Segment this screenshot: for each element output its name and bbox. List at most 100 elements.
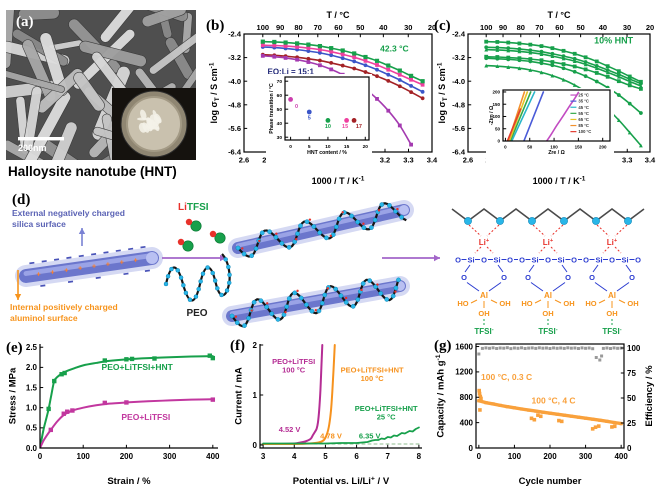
svg-text:Si: Si [557,256,564,265]
svg-text:1.0: 1.0 [26,403,38,412]
panel-d-label: (d) [12,192,31,208]
svg-text:PEO+LiTFSI: PEO+LiTFSI [121,412,170,422]
panel-a-caption: Halloysite nanotube (HNT) [8,164,177,179]
svg-text:1200: 1200 [455,368,473,377]
svg-text:Current / mA: Current / mA [234,367,245,425]
svg-text:10: 10 [325,144,331,150]
svg-text:+: + [134,258,138,265]
svg-text:O: O [525,273,531,282]
svg-text:100 °C, 0.3 C: 100 °C, 0.3 C [481,372,532,382]
svg-text:20: 20 [363,144,369,150]
svg-text:6.35 V: 6.35 V [359,432,381,441]
svg-text:OH: OH [563,299,574,308]
svg-text:1000 / T / K-1: 1000 / T / K-1 [312,176,365,186]
svg-text:70: 70 [535,23,543,32]
svg-text:1: 1 [253,391,258,400]
svg-text:100: 100 [492,114,500,119]
svg-text:0.0: 0.0 [26,444,38,453]
svg-text:200: 200 [543,452,557,461]
svg-text:-5.6: -5.6 [452,124,465,133]
svg-text:Li+: Li+ [543,238,554,247]
svg-text:5: 5 [308,116,311,122]
chart-svg-e: 0 100 200 300 400 0.0 0.5 1.0 1.5 2.0 2.5 Strain / … [8,343,221,487]
svg-text:1600: 1600 [455,342,473,351]
schematic: + + + + + + + + External negatively charged silic… [0,188,658,338]
svg-text:O: O [461,273,467,282]
svg-text:0.5: 0.5 [26,424,38,433]
svg-text:150: 150 [492,102,500,107]
svg-text:4.52 V: 4.52 V [279,425,301,434]
chart-g: 0 100 200 300 400 0 400 800 1200 1600 0 25 50 75 100 Ef… [432,336,658,491]
svg-text:Li+: Li+ [479,238,490,247]
series-55 °C [509,91,532,141]
svg-text:O: O [481,256,487,265]
svg-text:log σT / S cm-1: log σT / S cm-1 [209,62,221,123]
series-capacity outliers [529,413,617,431]
svg-text:T / °C: T / °C [547,10,571,20]
panel-b-label: (b) [206,18,225,34]
series-PEO+LiTFSI+HNT 25 °C [262,426,420,445]
svg-text:1000 / T / K-1: 1000 / T / K-1 [533,176,586,186]
svg-text:O: O [635,256,641,265]
svg-text:O: O [565,273,571,282]
svg-text:15: 15 [342,124,348,130]
svg-text:0: 0 [477,452,482,461]
svg-text:-4.0: -4.0 [228,77,241,86]
svg-text:EO:Li = 15:1: EO:Li = 15:1 [268,68,315,77]
svg-text:10: 10 [325,124,331,130]
svg-text:3.4: 3.4 [645,156,656,165]
series-25 °C [545,91,580,141]
svg-text:-4.8: -4.8 [452,100,465,109]
series-HNT 10% [260,39,425,84]
svg-text:8: 8 [417,452,422,461]
schematic-svg: + + + + + + + + External negatively chargedsilic… [10,200,645,336]
svg-text:-2.4: -2.4 [452,30,466,39]
svg-text:+: + [92,264,96,271]
svg-text:2.6: 2.6 [463,156,473,165]
svg-text:200: 200 [120,452,134,461]
litfsi-label: LiTFSI [178,202,209,213]
series-efficiency [477,346,623,362]
svg-text:-4.8: -4.8 [228,100,241,109]
panel-a-label: (a) [16,14,34,30]
svg-text:30: 30 [623,23,631,32]
svg-text:75: 75 [627,369,636,378]
svg-text:O: O [629,273,635,282]
svg-text:+: + [50,270,54,277]
svg-text:+: + [64,268,68,275]
svg-text:TFSI-: TFSI- [602,327,621,336]
svg-text:25 °C: 25 °C [578,93,589,98]
svg-text:OH: OH [478,309,489,318]
svg-text:+: + [37,272,41,279]
svg-text:OH: OH [627,299,638,308]
svg-text:1.5: 1.5 [26,383,38,392]
svg-text:O: O [507,256,513,265]
svg-text:Phase transition / °C: Phase transition / °C [269,83,275,134]
svg-text:5: 5 [323,452,328,461]
svg-text:100 °C: 100 °C [578,129,591,134]
svg-text:6: 6 [354,452,359,461]
svg-text:80: 80 [294,23,302,32]
series-run 1 [484,39,643,84]
svg-text:90: 90 [276,23,284,32]
svg-text:100: 100 [257,23,270,32]
svg-text:3.3: 3.3 [622,156,632,165]
svg-text:TFSI-: TFSI- [474,327,493,336]
svg-text:2.0: 2.0 [26,363,38,372]
svg-text:OH: OH [499,299,510,308]
svg-text:-Zim / Ω: -Zim / Ω [489,106,495,125]
svg-text:40: 40 [379,23,387,32]
svg-text:2.5: 2.5 [26,343,38,352]
svg-text:O: O [571,256,577,265]
svg-text:-3.2: -3.2 [228,53,241,62]
svg-text:HO: HO [457,299,468,308]
scale-bar-label: 200nm [18,143,47,153]
svg-text:HNT content / %: HNT content / % [307,150,347,156]
svg-text:-6.4: -6.4 [452,148,466,157]
svg-text:100: 100 [508,452,522,461]
svg-text:40: 40 [277,121,283,127]
svg-text:0: 0 [504,145,507,150]
